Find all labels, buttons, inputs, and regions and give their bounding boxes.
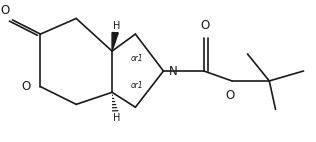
Text: H: H <box>113 21 120 31</box>
Text: O: O <box>22 80 31 93</box>
Text: O: O <box>0 4 9 17</box>
Text: O: O <box>226 89 235 102</box>
Text: H: H <box>113 113 120 123</box>
Text: O: O <box>201 19 210 32</box>
Text: or1: or1 <box>131 81 143 90</box>
Text: or1: or1 <box>131 54 143 63</box>
Text: N: N <box>169 65 178 78</box>
Polygon shape <box>112 33 118 51</box>
